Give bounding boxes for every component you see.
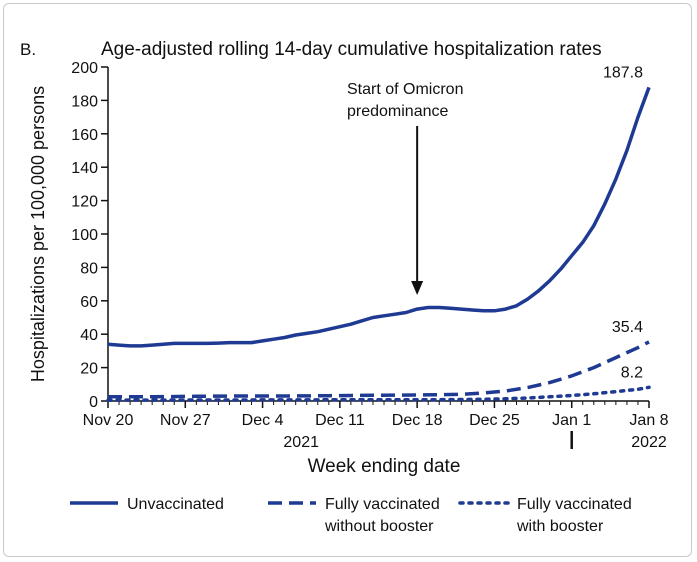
x-tick-label: Nov 27 [160,412,211,429]
series-end-label-3: 8.2 [621,364,643,381]
y-axis-label: Hospitalizations per 100,000 persons [28,86,48,382]
legend-label-3: with booster [516,518,604,535]
annotation-text-line: Start of Omicron [347,81,463,98]
x-axis-label: Week ending date [308,456,461,477]
y-tick-label: 20 [80,361,98,378]
series-end-label-1: 187.8 [603,64,643,81]
legend-label-3: Fully vaccinated [517,496,632,513]
y-tick-label: 120 [71,194,98,211]
y-axis: 0 20 40 60 80 100 120 140 160 180 200 [71,60,109,411]
figure-frame [3,3,692,557]
y-tick-label: 100 [71,227,98,244]
chart-title: Age-adjusted rolling 14-day cumulative h… [101,39,602,60]
y-tick-label: 60 [80,294,98,311]
y-tick-label: 200 [71,60,98,77]
panel-label: B. [20,40,36,59]
x-tick-label: Dec 25 [469,412,520,429]
x-year-label: 2022 [631,434,667,451]
x-tick-label: Dec 18 [392,412,443,429]
annotation-text-line: predominance [347,103,449,120]
x-tick-label: Dec 4 [242,412,284,429]
series-line-2 [108,340,650,399]
legend-label-1: Unvaccinated [127,496,224,513]
y-tick-label: 180 [71,93,98,110]
x-tick-label: Jan 1 [552,412,591,429]
legend-label-2: without booster [324,518,434,535]
legend-label-2: Fully vaccinated [325,496,440,513]
omicron-annotation: Start of Omicron predominance [347,81,463,295]
series-line-1 [107,86,651,348]
y-tick-label: 40 [80,327,98,344]
y-tick-label: 140 [71,160,98,177]
annotation-arrowhead [411,281,424,295]
x-tick-label: Nov 20 [83,412,134,429]
y-tick-label: 160 [71,127,98,144]
x-axis: Nov 20 Nov 27 Dec 4 Dec 11 Dec 18 Dec 25 Jan 1… [83,400,669,451]
y-tick-label: 80 [80,260,98,277]
x-year-label: 2021 [283,434,319,451]
y-tick-label: 0 [89,394,98,411]
series-line-3 [106,385,651,402]
legend: Unvaccinated Fully vaccinated without boos… [70,496,632,535]
series-layer: 187.8 35.4 8.2 [106,64,651,402]
x-tick-label: Jan 8 [629,412,668,429]
x-tick-label: Dec 11 [315,412,365,429]
series-end-label-2: 35.4 [612,319,643,336]
